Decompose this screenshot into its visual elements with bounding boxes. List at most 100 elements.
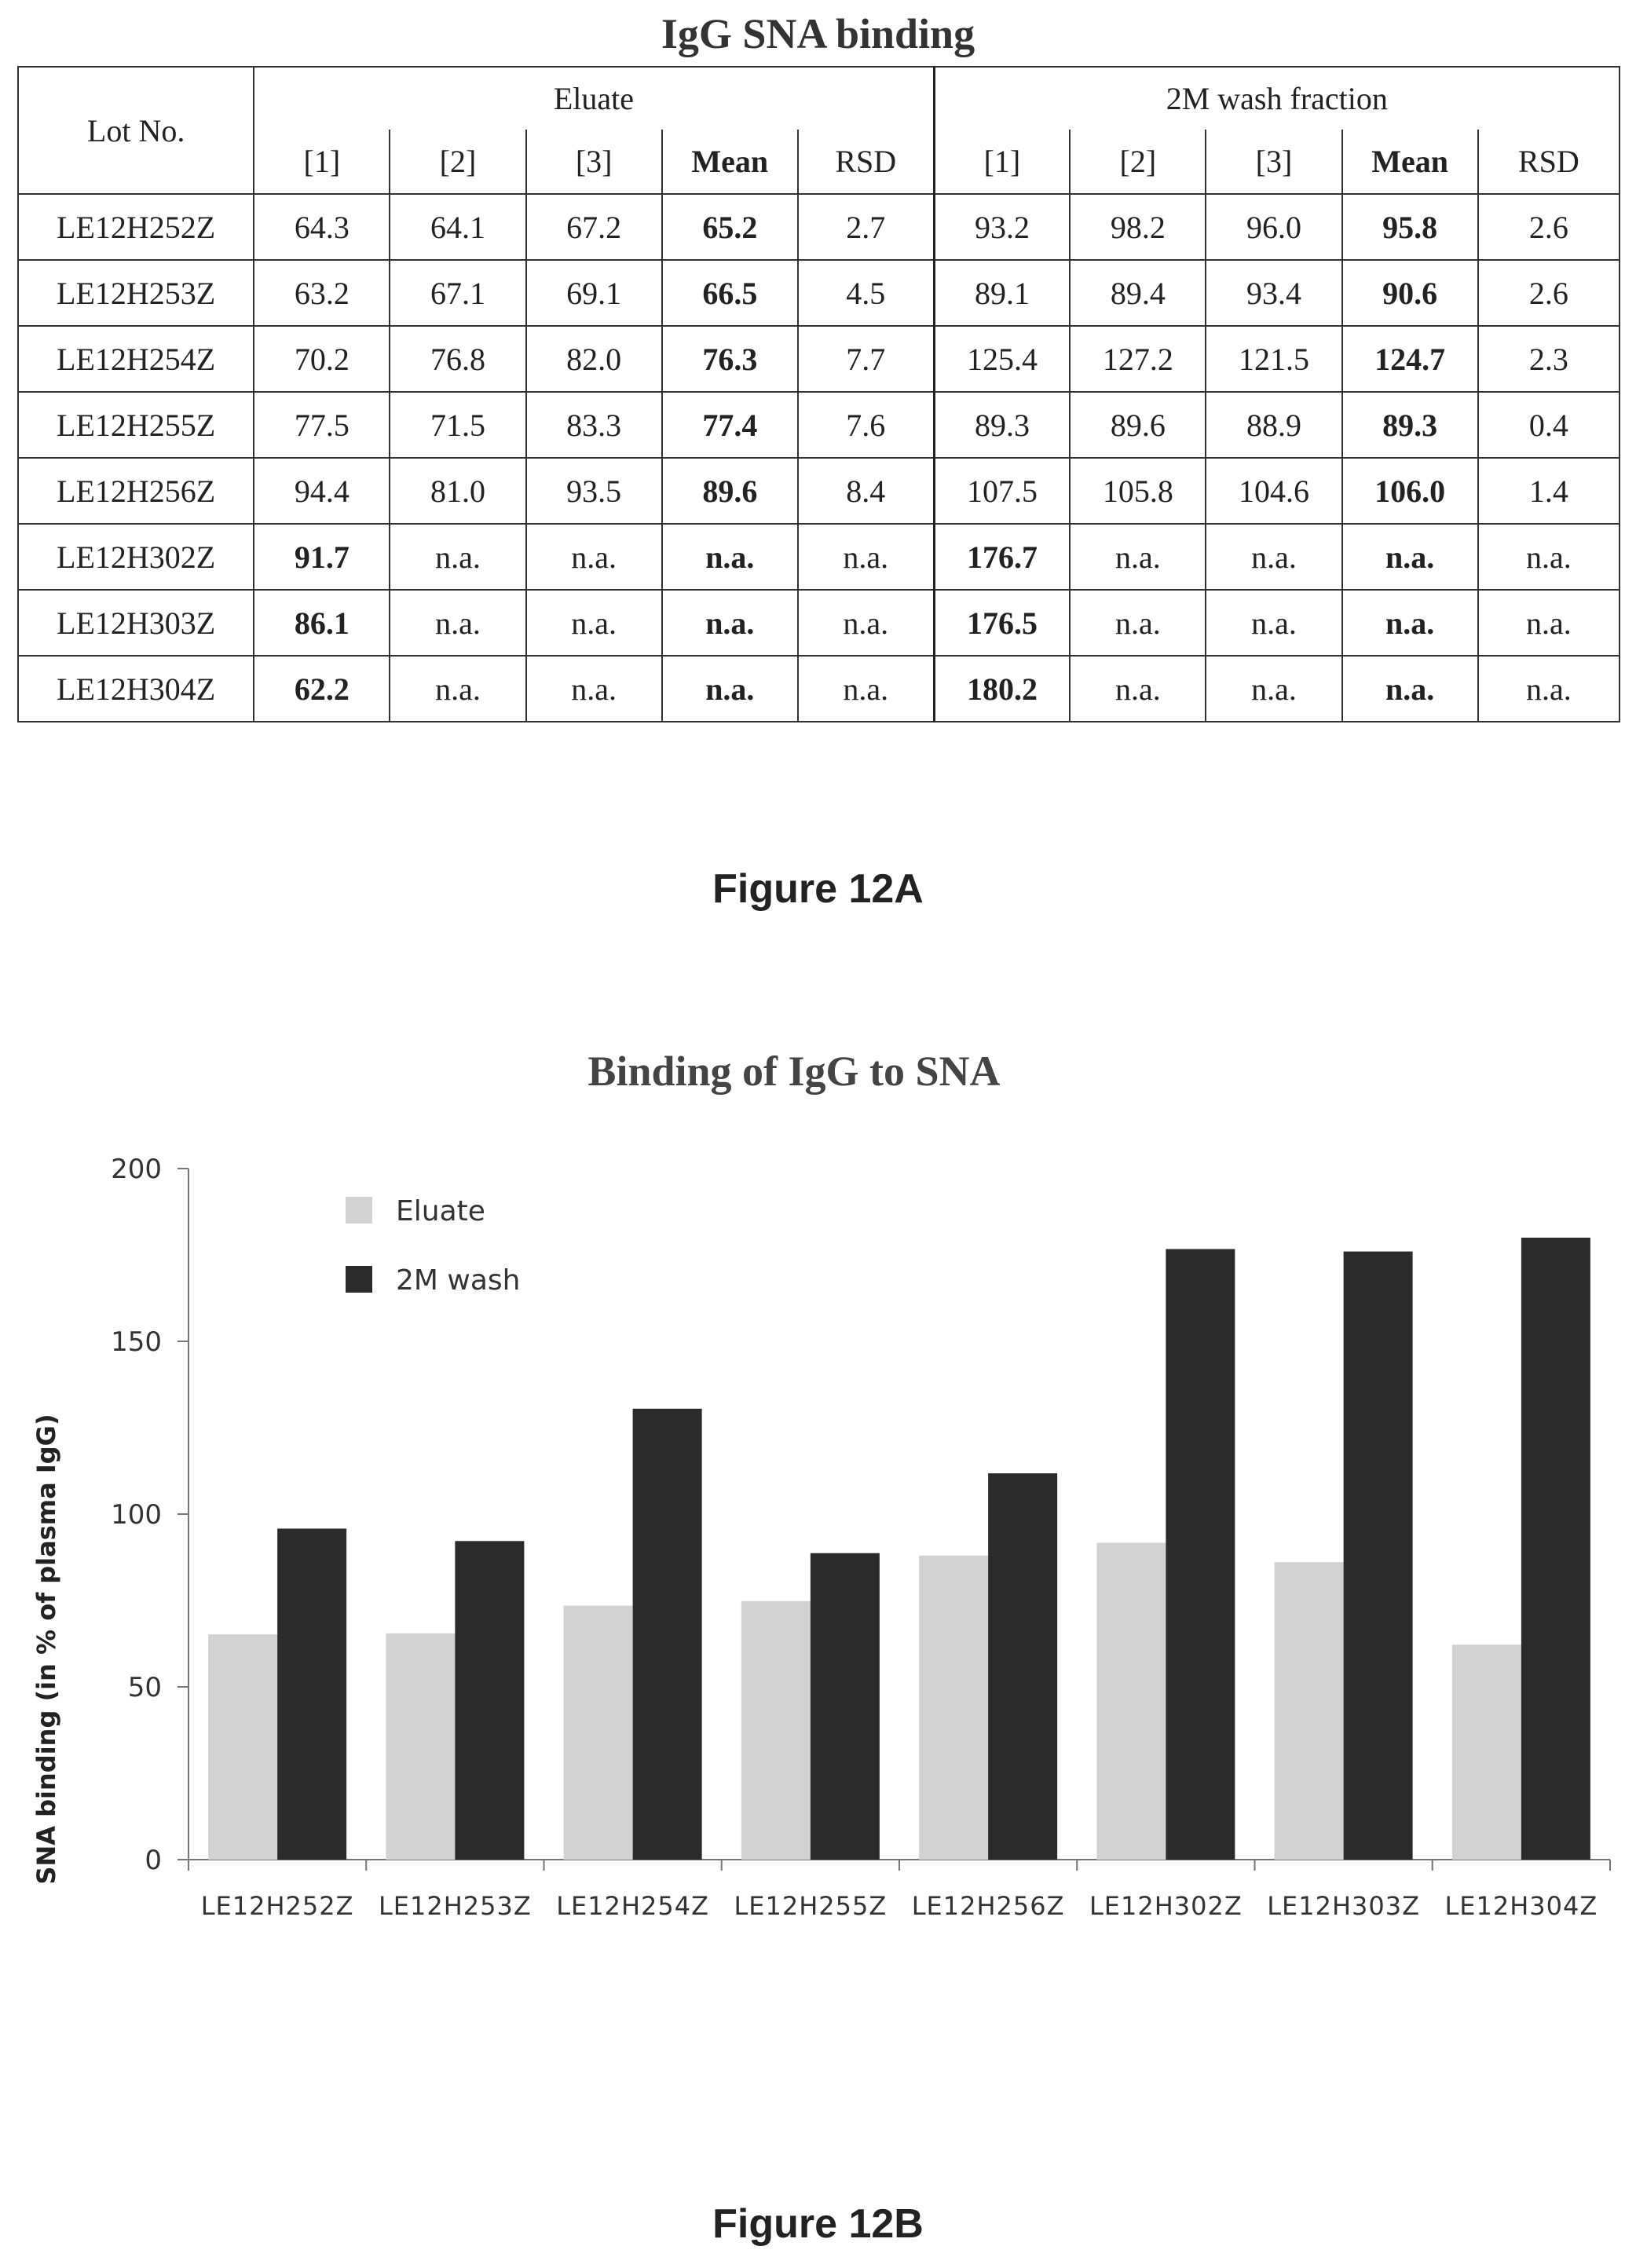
table-cell: n.a. (1477, 523, 1621, 591)
table-cell: 107.5 (932, 457, 1071, 525)
table-cell: 65.2 (661, 193, 799, 261)
y-tick-label: 150 (111, 1326, 162, 1358)
x-tick-label: LE12H255Z (734, 1891, 887, 1921)
wash-bar (632, 1408, 702, 1860)
table-cell: n.a. (1477, 655, 1621, 722)
table-cell: n.a. (1069, 523, 1207, 591)
table-cell: n.a. (796, 655, 935, 722)
sub-header-cell: Mean (1341, 130, 1479, 195)
eluate-header: Eluate (253, 66, 935, 130)
table-cell: 0.4 (1477, 391, 1621, 459)
table-cell: n.a. (1341, 523, 1479, 591)
table-cell: n.a. (1069, 589, 1207, 657)
table-cell: 1.4 (1477, 457, 1621, 525)
table-cell: 69.1 (525, 259, 663, 327)
table-cell: 90.6 (1341, 259, 1479, 327)
y-tick-label: 100 (111, 1499, 162, 1531)
legend-swatch (346, 1197, 372, 1224)
table-cell: 76.8 (389, 325, 527, 393)
table-cell: 121.5 (1205, 325, 1343, 393)
table-cell: 93.4 (1205, 259, 1343, 327)
table-cell: n.a. (1341, 589, 1479, 657)
table-cell: n.a. (525, 523, 663, 591)
table-cell: 62.2 (253, 655, 391, 722)
table-row: LE12H254Z 70.2 76.8 82.0 76.3 7.7 125.4 127.2 12… (16, 325, 1621, 393)
table-cell: 105.8 (1069, 457, 1207, 525)
table-cell: n.a. (389, 655, 527, 722)
table-cell: 71.5 (389, 391, 527, 459)
table-cell: n.a. (1477, 589, 1621, 657)
table-cell: 2.3 (1477, 325, 1621, 393)
table-cell: 86.1 (253, 589, 391, 657)
table-cell: n.a. (1341, 655, 1479, 722)
table-cell: 67.2 (525, 193, 663, 261)
figure-12a-caption: Figure 12A (712, 866, 924, 912)
table-row: LE12H256Z 94.4 81.0 93.5 89.6 8.4 107.5 105.8 10… (16, 457, 1621, 525)
table-cell: 8.4 (796, 457, 935, 525)
table-cell: 106.0 (1341, 457, 1479, 525)
table-cell: 66.5 (661, 259, 799, 327)
table-cell: 76.3 (661, 325, 799, 393)
table-cell: 70.2 (253, 325, 391, 393)
table-row: LE12H252Z 64.3 64.1 67.2 65.2 2.7 93.2 98.2 96.0… (16, 193, 1621, 261)
table-row: LE12H255Z 77.5 71.5 83.3 77.4 7.6 89.3 89.6 88.9… (16, 391, 1621, 459)
figure-12b-caption: Figure 12B (712, 2201, 924, 2247)
eluate-bar (386, 1633, 456, 1860)
table-cell: n.a. (525, 655, 663, 722)
legend-swatch (346, 1266, 372, 1293)
table-row: LE12H302Z 91.7 n.a. n.a. n.a. n.a. 176.7 n.a. n.… (16, 523, 1621, 591)
wash-bar (988, 1473, 1058, 1860)
table-cell: 63.2 (253, 259, 391, 327)
table-cell: 176.7 (932, 523, 1071, 591)
table-cell: 89.3 (932, 391, 1071, 459)
sub-header-cell: RSD (1477, 130, 1621, 195)
table-cell: 2.6 (1477, 193, 1621, 261)
lot-cell: LE12H252Z (16, 193, 255, 261)
table-cell: 180.2 (932, 655, 1071, 722)
sub-header-cell: [2] (389, 130, 527, 195)
table-cell: 77.5 (253, 391, 391, 459)
y-tick-label: 50 (128, 1672, 162, 1703)
sub-header-cell: [3] (525, 130, 663, 195)
table-cell: n.a. (1205, 523, 1343, 591)
x-tick-label: LE12H303Z (1267, 1891, 1420, 1921)
table-row: LE12H253Z 63.2 67.1 69.1 66.5 4.5 89.1 89.4 93.4… (16, 259, 1621, 327)
table-cell: 82.0 (525, 325, 663, 393)
lot-cell: LE12H303Z (16, 589, 255, 657)
eluate-bar (919, 1555, 989, 1860)
table-cell: 89.1 (932, 259, 1071, 327)
table-cell: 2.7 (796, 193, 935, 261)
table-cell: 176.5 (932, 589, 1071, 657)
y-tick-label: 200 (111, 1154, 162, 1185)
sub-header-cell: RSD (796, 130, 935, 195)
y-axis-label: SNA binding (in % of plasma IgG) (31, 1414, 61, 1884)
table-cell: 104.6 (1205, 457, 1343, 525)
sub-header-cell: [3] (1205, 130, 1343, 195)
eluate-bar (1274, 1562, 1344, 1860)
sna-binding-table: Lot No. Eluate 2M wash fraction [1] [2] [3… (16, 66, 1621, 722)
table-cell: n.a. (389, 589, 527, 657)
wash-bar (1521, 1238, 1590, 1860)
x-tick-label: LE12H254Z (556, 1891, 709, 1921)
table-cell: 89.6 (661, 457, 799, 525)
y-tick-label: 0 (145, 1845, 162, 1876)
sub-header-cell: Mean (661, 130, 799, 195)
table-cell: 7.7 (796, 325, 935, 393)
chart-title: Binding of IgG to SNA (587, 1048, 1000, 1095)
table-cell: 64.1 (389, 193, 527, 261)
lot-cell: LE12H255Z (16, 391, 255, 459)
table-cell: 96.0 (1205, 193, 1343, 261)
sub-header-cell: [1] (932, 130, 1071, 195)
x-tick-label: LE12H256Z (912, 1891, 1065, 1921)
wash-bar (1166, 1249, 1235, 1860)
table-cell: 91.7 (253, 523, 391, 591)
table-cell: 89.6 (1069, 391, 1207, 459)
eluate-bar (563, 1605, 633, 1860)
table-cell: n.a. (389, 523, 527, 591)
eluate-bar (1096, 1542, 1166, 1860)
wash-bar (277, 1528, 347, 1860)
table-cell: 124.7 (1341, 325, 1479, 393)
eluate-bar (1451, 1644, 1521, 1860)
eluate-bar (208, 1634, 278, 1860)
table-cell: n.a. (661, 523, 799, 591)
